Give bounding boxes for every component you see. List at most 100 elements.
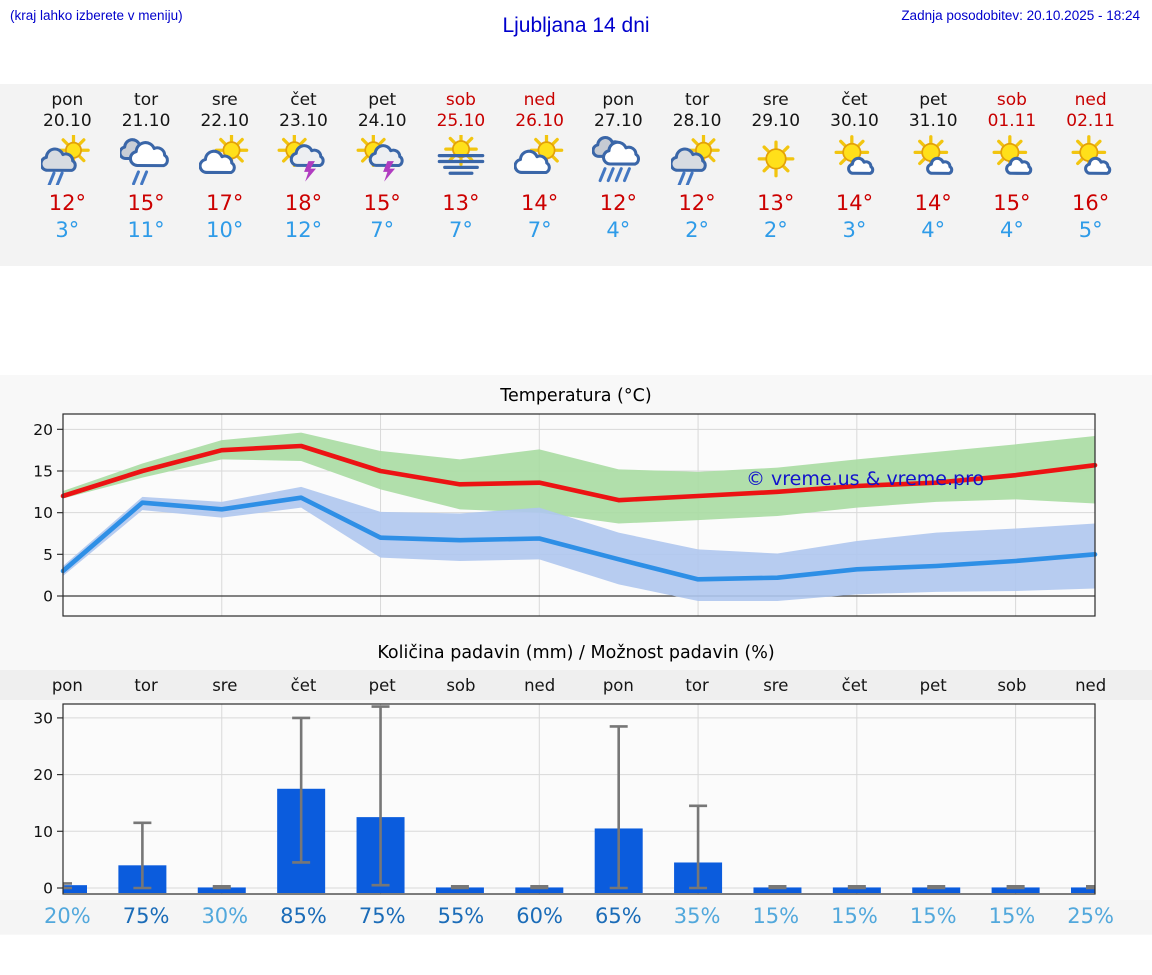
precip-bar [1071, 887, 1095, 893]
day-date: 31.10 [908, 111, 958, 131]
sun-cloud-icon [185, 132, 264, 188]
precip-probability: 15% [831, 904, 878, 928]
low-temp: 2° [685, 218, 709, 242]
sun-cloud-storm-icon [343, 132, 422, 188]
day-date: 24.10 [357, 111, 407, 131]
high-temp: 15° [127, 191, 165, 215]
day-date: 26.10 [515, 111, 564, 131]
precipitation-chart-title: Količina padavin (mm) / Možnost padavin … [377, 643, 775, 663]
precip-tick-label: 0 [43, 880, 53, 898]
high-temp: 12° [678, 191, 716, 215]
precip-probability: 15% [909, 904, 957, 928]
low-temp: 7° [370, 218, 395, 242]
day-name: pon [602, 90, 635, 110]
precip-tick-label: 20 [33, 766, 53, 784]
precipitation-chart: 0 10 20 30 [33, 703, 1096, 898]
temp-tick-label: 20 [33, 421, 53, 439]
day-date: 23.10 [279, 111, 328, 131]
precip-tick-label: 30 [33, 709, 53, 727]
top-bar: (kraj lahko izberete v meniju) Ljubljana… [0, 0, 1152, 84]
temp-line-max_temp [60, 443, 1098, 503]
precip-day-label: sob [997, 675, 1027, 695]
day-name: pet [368, 90, 397, 110]
day-date: 29.10 [751, 111, 801, 131]
temp-tick-label: 10 [33, 504, 53, 522]
precip-probability: 30% [201, 904, 249, 928]
low-temp: 12° [284, 218, 323, 242]
precip-day-label: sre [212, 675, 238, 695]
precipitation-figure: Količina padavin (mm) / Možnost padavin … [0, 638, 1152, 935]
forecast-day-cell[interactable]: sob 25.10 13° 7° [422, 84, 501, 266]
day-date: 27.10 [594, 111, 643, 131]
precip-probability: 35% [673, 904, 721, 928]
precip-day-label: pet [919, 675, 947, 695]
temp-band-max_range [63, 432, 1095, 524]
day-name: ned [1074, 90, 1107, 110]
forecast-day-cell[interactable]: sre 22.10 17° 10° [185, 84, 264, 266]
forecast-day-cell[interactable]: pon 20.10 12° 3° [28, 84, 107, 266]
day-name: tor [685, 90, 710, 110]
sun-small-cloud-icon [894, 132, 973, 188]
day-name: sre [762, 90, 789, 110]
day-date: 22.10 [200, 111, 250, 131]
forecast-day-cell[interactable]: tor 21.10 15° 11° [107, 84, 186, 266]
day-name: ned [523, 90, 556, 110]
precip-probability: 85% [280, 904, 327, 928]
precip-day-label: čet [290, 675, 317, 695]
low-temp: 7° [527, 218, 552, 242]
forecast-day-cell[interactable]: ned 02.11 16° 5° [1051, 84, 1130, 266]
forecast-day-cell[interactable]: sre 29.10 13° 2° [736, 84, 815, 266]
low-temp: 4° [921, 218, 946, 242]
sun-cloud-rain-icon [658, 132, 737, 188]
precip-bar [515, 887, 564, 893]
precip-bar [912, 887, 961, 893]
last-update-label: Zadnja posodobitev: 20.10.2025 - 18:24 [901, 8, 1140, 23]
day-date: 28.10 [672, 111, 722, 131]
precip-day-label: pon [602, 675, 634, 695]
precip-probability: 55% [437, 904, 485, 928]
high-temp: 16° [1072, 191, 1110, 215]
precip-bar [991, 887, 1040, 893]
precip-plot-area [63, 704, 1095, 894]
day-date: 01.11 [987, 111, 1037, 131]
forecast-day-cell[interactable]: čet 30.10 14° 3° [815, 84, 894, 266]
precip-probability: 15% [988, 904, 1036, 928]
day-name: pon [51, 90, 84, 110]
forecast-day-cell[interactable]: pet 24.10 15° 7° [343, 84, 422, 266]
location-menu-hint[interactable]: (kraj lahko izberete v meniju) [10, 8, 183, 23]
day-name: sob [445, 90, 476, 110]
low-temp: 10° [206, 218, 244, 242]
precip-probability-row: 20% 75% 30% 85% 75% 55% 60% 65% 35% 15% 15% 15% 15% 2… [0, 900, 1152, 934]
daily-forecast-strip: pon 20.10 12° 3° tor 21.10 15° 11° sre 22.10 17° 10… [0, 84, 1152, 266]
page-title: Ljubljana 14 dni [502, 14, 650, 37]
sun-fog-icon [422, 132, 501, 188]
precip-bar [753, 887, 802, 893]
low-temp: 3° [55, 218, 80, 242]
low-temp: 4° [999, 218, 1024, 242]
day-name: sob [996, 90, 1027, 110]
precip-tick-label: 10 [33, 823, 53, 841]
forecast-day-cell[interactable]: pet 31.10 14° 4° [894, 84, 973, 266]
precip-probability: 25% [1067, 904, 1114, 928]
forecast-day-cell[interactable]: čet 23.10 18° 12° [264, 84, 343, 266]
temperature-chart-title: Temperatura (°C) [500, 386, 652, 406]
precip-probability: 60% [516, 904, 563, 928]
high-temp: 15° [363, 191, 401, 215]
precip-day-label: sre [763, 675, 789, 695]
high-temp: 14° [835, 191, 874, 215]
day-name: tor [134, 90, 159, 110]
forecast-day-cell[interactable]: tor 28.10 12° 2° [658, 84, 737, 266]
low-temp: 11° [127, 218, 165, 242]
sun-cloud-storm-icon [264, 132, 343, 188]
forecast-day-cell[interactable]: sob 01.11 15° 4° [973, 84, 1052, 266]
precip-day-label: ned [1075, 675, 1107, 695]
forecast-day-cell[interactable]: ned 26.10 14° 7° [500, 84, 579, 266]
forecast-day-cell[interactable]: pon 27.10 12° 4° [579, 84, 658, 266]
high-temp: 12° [48, 191, 86, 215]
high-temp: 12° [599, 191, 637, 215]
precip-bar [435, 887, 484, 893]
high-temp: 14° [914, 191, 952, 215]
high-temp: 15° [993, 191, 1031, 215]
precip-day-label: ned [524, 675, 556, 695]
sun-cloud-rain-icon [28, 132, 107, 188]
